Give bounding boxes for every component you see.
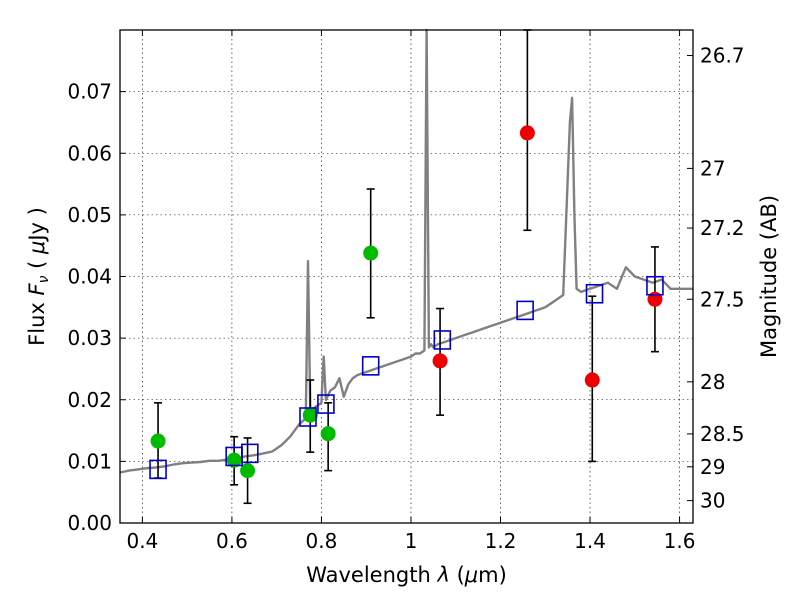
model-flux-square bbox=[317, 394, 335, 414]
green-data-point bbox=[302, 407, 318, 423]
red-data-point bbox=[647, 291, 663, 307]
model-flux-square bbox=[646, 275, 664, 296]
error-bars bbox=[154, 29, 659, 505]
y2-tick-label: 28.5 bbox=[700, 422, 745, 446]
x-tick-label: 1.4 bbox=[574, 529, 606, 553]
model-flux-square bbox=[299, 407, 317, 427]
axis-ticks: 0.4 0.6 0.8 1 1.2 1.4 1.6 0.00 0.01 0.02 0.03 0.04 0… bbox=[67, 30, 745, 553]
model-flux-square bbox=[433, 330, 452, 350]
y-axis-label: Flux Fν ( μJy ) bbox=[25, 207, 52, 346]
y2-tick-label: 27 bbox=[700, 156, 725, 180]
y2-tick-label: 30 bbox=[700, 489, 725, 513]
y-tick-label: 0.04 bbox=[67, 265, 112, 289]
green-data-point bbox=[150, 433, 166, 449]
grid bbox=[120, 30, 693, 523]
y2-tick-label: 27.2 bbox=[700, 216, 745, 240]
y-tick-label: 0.06 bbox=[67, 141, 112, 165]
y2-tick-label: 27.5 bbox=[700, 287, 745, 311]
y2-axis-label: Magnitude (AB) bbox=[757, 195, 781, 358]
x-tick-label: 0.8 bbox=[306, 529, 338, 553]
model-flux-square bbox=[516, 300, 534, 321]
y-tick-label: 0.00 bbox=[67, 511, 112, 535]
y-tick-label: 0.03 bbox=[67, 326, 112, 350]
x-tick-label: 1.6 bbox=[664, 529, 696, 553]
model-flux-square bbox=[361, 356, 380, 376]
x-axis-label: Wavelength λ (μm) bbox=[306, 563, 507, 587]
red-data-point bbox=[584, 372, 600, 388]
model-flux-square bbox=[585, 283, 604, 304]
y2-tick-label: 26.7 bbox=[700, 44, 745, 68]
y-tick-label: 0.07 bbox=[67, 80, 112, 104]
y2-tick-label: 28 bbox=[700, 370, 725, 394]
model-flux-square bbox=[241, 443, 259, 464]
green-data-point bbox=[320, 426, 336, 442]
data-markers bbox=[149, 125, 664, 480]
green-data-point bbox=[240, 463, 256, 479]
y-tick-label: 0.05 bbox=[67, 203, 112, 227]
model-flux-square bbox=[149, 459, 167, 480]
model-spectrum bbox=[119, 28, 693, 474]
x-tick-label: 1.2 bbox=[485, 529, 517, 553]
x-tick-label: 0.6 bbox=[216, 529, 248, 553]
y-tick-label: 0.02 bbox=[67, 388, 112, 412]
y-tick-label: 0.01 bbox=[67, 449, 112, 473]
y2-tick-label: 29 bbox=[700, 455, 725, 479]
x-tick-label: 0.4 bbox=[126, 529, 158, 553]
x-tick-label: 1 bbox=[405, 529, 418, 553]
red-data-point bbox=[519, 125, 535, 141]
green-data-point bbox=[363, 245, 379, 261]
green-data-point bbox=[226, 452, 242, 468]
red-data-point bbox=[432, 353, 448, 369]
model-spectrum-line bbox=[119, 28, 693, 474]
